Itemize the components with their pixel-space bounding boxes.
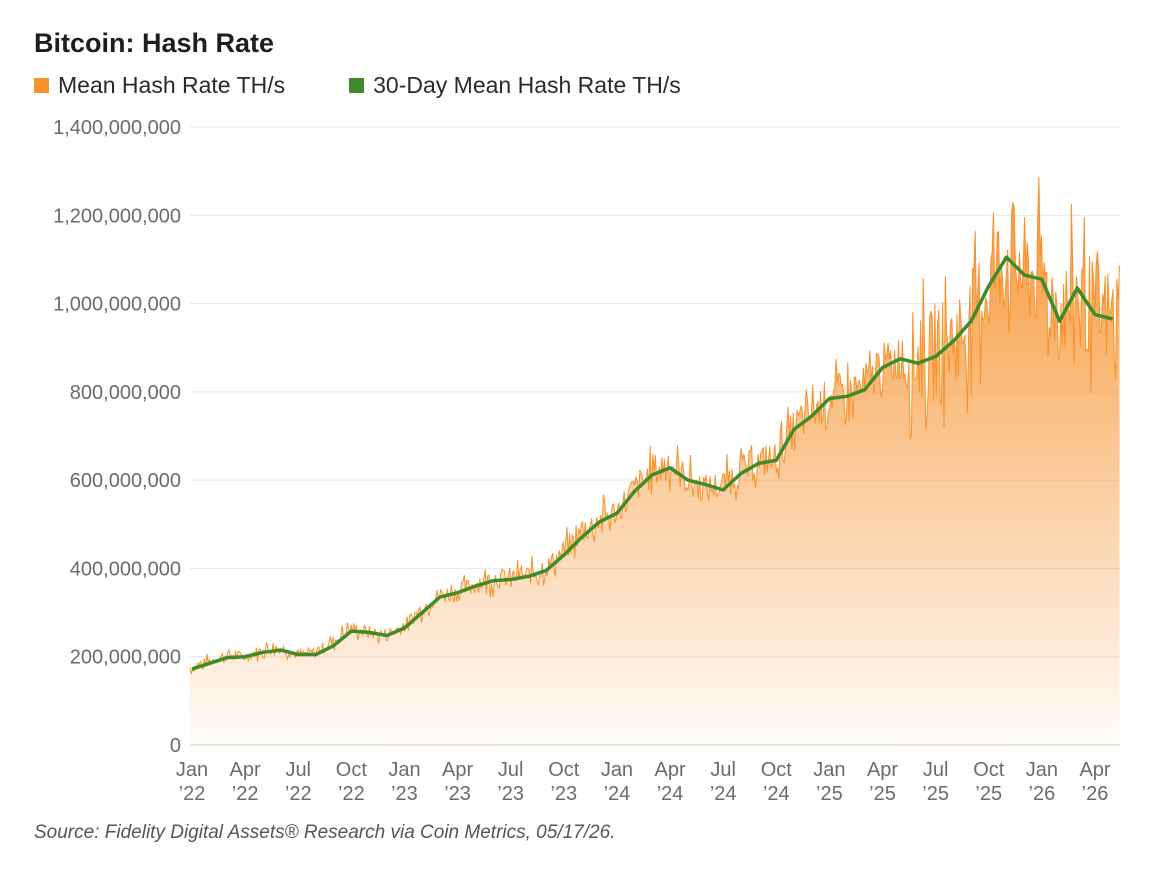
x-tick-label: ’22	[232, 783, 259, 805]
legend-swatch-orange	[34, 78, 49, 93]
y-tick-label: 400,000,000	[70, 558, 181, 580]
y-tick-label: 800,000,000	[70, 382, 181, 404]
y-tick-label: 0	[170, 735, 181, 757]
x-tick-label: Oct	[973, 759, 1005, 781]
legend-item-30-day-mean: 30-Day Mean Hash Rate TH/s	[349, 72, 681, 99]
x-tick-label: Apr	[442, 759, 473, 781]
legend-label-30-day-mean: 30-Day Mean Hash Rate TH/s	[373, 72, 681, 98]
x-tick-label: Jul	[285, 759, 311, 781]
legend-swatch-green	[349, 78, 365, 93]
legend-item-mean-hash-rate: Mean Hash Rate TH/s	[34, 72, 285, 99]
y-tick-label: 200,000,000	[70, 647, 181, 669]
legend-label-mean-hash-rate: Mean Hash Rate TH/s	[58, 72, 286, 98]
series-line-30-day-mean	[191, 255, 1114, 671]
x-tick-label: ’22	[179, 783, 206, 805]
x-tick-label: Apr	[230, 759, 261, 781]
y-tick-label: 1,400,000,000	[53, 117, 181, 139]
x-tick-label: Apr	[654, 759, 685, 781]
x-tick-label: ’22	[285, 783, 312, 805]
x-tick-label: Jul	[710, 759, 736, 781]
series-area-mean-hash-rate	[190, 177, 1120, 746]
x-tick-label: ’23	[497, 783, 524, 805]
x-axis: Jan’22Apr’22Jul’22Oct’22Jan’23Apr’23Jul’…	[176, 759, 1111, 805]
y-tick-label: 600,000,000	[70, 470, 181, 492]
x-tick-label: ’24	[763, 783, 790, 805]
source-note: Source: Fidelity Digital Assets® Researc…	[34, 822, 616, 843]
x-tick-label: Jul	[498, 759, 524, 781]
legend: Mean Hash Rate TH/s 30-Day Mean Hash Rat…	[34, 72, 681, 99]
y-tick-label: 1,200,000,000	[53, 205, 181, 227]
chart-title: Bitcoin: Hash Rate	[34, 28, 275, 58]
x-tick-label: ’26	[1082, 783, 1109, 805]
x-tick-label: ’24	[604, 783, 631, 805]
x-tick-label: ’23	[444, 783, 471, 805]
y-tick-label: 1,000,000,000	[53, 294, 181, 316]
plot-area	[189, 177, 1120, 746]
x-tick-label: ’26	[1029, 783, 1056, 805]
x-tick-label: ’23	[550, 783, 577, 805]
x-tick-label: ’25	[975, 783, 1002, 805]
x-tick-label: Apr	[867, 759, 898, 781]
x-tick-label: Jul	[923, 759, 949, 781]
x-tick-label: Oct	[548, 759, 580, 781]
x-tick-label: Jan	[601, 759, 633, 781]
x-tick-label: ’25	[869, 783, 896, 805]
x-tick-label: ’23	[391, 783, 418, 805]
x-tick-label: Jan	[1026, 759, 1058, 781]
y-axis: 0 200,000,000 400,000,000 600,000,000 800,00…	[53, 117, 181, 757]
x-tick-label: Jan	[813, 759, 845, 781]
x-tick-label: ’24	[657, 783, 684, 805]
x-tick-label: Jan	[388, 759, 420, 781]
x-tick-label: Oct	[336, 759, 368, 781]
x-tick-label: ’25	[816, 783, 843, 805]
x-tick-label: Jan	[176, 759, 208, 781]
x-tick-label: Oct	[761, 759, 793, 781]
x-tick-label: ’25	[922, 783, 949, 805]
x-tick-label: ’24	[710, 783, 737, 805]
x-tick-label: ’22	[338, 783, 365, 805]
x-tick-label: Apr	[1079, 759, 1110, 781]
